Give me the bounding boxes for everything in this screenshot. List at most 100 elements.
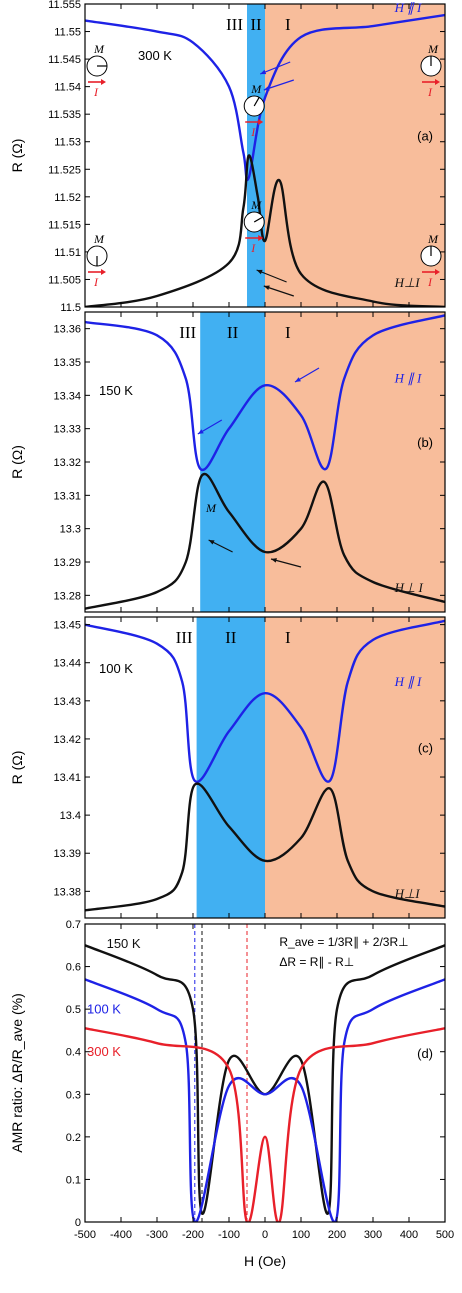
- y-tick-label: 0.1: [66, 1174, 81, 1186]
- magnetization-diagram: MI: [243, 198, 265, 255]
- i-label: I: [93, 275, 99, 289]
- y-tick-label: 13.38: [53, 886, 81, 898]
- y-tick-label: 0.3: [66, 1089, 81, 1101]
- x-tick-label: -300: [146, 1229, 168, 1241]
- panel-label: (c): [418, 740, 433, 755]
- magnetization-vector: [253, 97, 260, 107]
- perp-series-label: H⊥I: [394, 886, 421, 901]
- m-label: M: [93, 232, 105, 246]
- series-line: [85, 619, 445, 783]
- perp-series-label: H⊥I: [394, 275, 421, 290]
- y-tick-label: 13.35: [53, 357, 81, 369]
- panel-a: 11.5 11.505 11.51 11.515 11.52 11.525 11.53 11.…: [9, 0, 446, 314]
- magnetization-diagram: MI: [243, 82, 265, 139]
- current-arrow-head: [258, 235, 264, 241]
- y-tick-label: 13.3: [60, 524, 81, 536]
- plot-area: [85, 312, 445, 612]
- panel-label: (b): [417, 435, 433, 450]
- magnetization-diagram: MI: [420, 42, 442, 99]
- region-I-label: I: [285, 323, 291, 342]
- x-tick-label: 0: [262, 1229, 268, 1241]
- sweep-arrow: [208, 539, 233, 553]
- sweep-arrow-head: [263, 285, 270, 290]
- x-tick-label: 100: [292, 1229, 310, 1241]
- region-II-shade: [196, 617, 265, 918]
- y-tick-label: 11.53: [54, 137, 81, 149]
- sweep-arrow: [263, 285, 294, 297]
- series-label-150k: 150 K: [107, 936, 141, 951]
- sweep-arrow-head: [271, 558, 277, 563]
- sweep-arrow-head: [256, 269, 263, 275]
- y-tick-label: 11.545: [48, 54, 81, 66]
- i-label: I: [427, 275, 433, 289]
- y-tick-label: 0: [75, 1217, 81, 1229]
- series-line: [85, 1027, 445, 1222]
- sweep-arrow-head: [260, 69, 267, 75]
- current-arrow-head: [258, 119, 264, 125]
- m-label: M: [250, 198, 262, 212]
- y-axis-label: R (Ω): [9, 139, 25, 173]
- i-label: I: [93, 85, 99, 99]
- panel-b: 13.28 13.29 13.3 13.31 13.32 13.33 13.34 13.35 1…: [9, 311, 446, 613]
- region-I-shade: [265, 312, 445, 612]
- y-axis-label: AMR ratio: ΔR/R_ave (%): [9, 993, 25, 1153]
- series-label-100k: 100 K: [87, 1001, 121, 1016]
- y-tick-label: 13.43: [53, 696, 81, 708]
- y-tick-label: 13.33: [53, 424, 81, 436]
- y-tick-label: 13.28: [53, 590, 81, 602]
- current-arrow-head: [435, 79, 440, 85]
- y-tick-label: 13.31: [53, 490, 81, 502]
- y-tick-label: 13.44: [53, 658, 81, 670]
- x-tick-label: -100: [218, 1229, 240, 1241]
- series-line: [85, 314, 445, 472]
- region-III-label: III: [176, 628, 193, 647]
- magnetization-diagram: MI: [86, 232, 108, 289]
- sweep-arrow: [197, 419, 223, 435]
- x-tick-label: 200: [328, 1229, 346, 1241]
- y-tick-label: 13.29: [53, 557, 81, 569]
- plot-area: [85, 4, 445, 307]
- plot-area: [85, 617, 445, 918]
- region-I-shade: [265, 617, 445, 918]
- y-tick-label: 11.51: [54, 247, 81, 259]
- y-tick-label: 11.5: [60, 302, 81, 314]
- x-tick-label: 400: [400, 1229, 418, 1241]
- y-tick-label: 13.34: [53, 390, 81, 402]
- sweep-arrow: [259, 61, 291, 75]
- y-tick-label: 13.42: [53, 734, 81, 746]
- region-II-label: II: [227, 323, 239, 342]
- x-tick-label: 300: [364, 1229, 382, 1241]
- plot-area: [85, 924, 445, 1222]
- temperature-label: 300 K: [138, 48, 172, 63]
- x-tick-label: -500: [74, 1229, 96, 1241]
- temperature-label: 100 K: [99, 661, 133, 676]
- y-tick-label: 11.55: [54, 27, 81, 39]
- panel-label: (d): [417, 1046, 433, 1061]
- y-tick-label: 13.4: [60, 810, 81, 822]
- current-arrow-head: [435, 269, 440, 275]
- panel-frame: [84, 923, 446, 1223]
- region-I-label: I: [285, 15, 291, 34]
- m-label: M: [250, 82, 262, 96]
- sweep-arrow-head: [295, 377, 301, 382]
- parallel-series-label: H ∥ I: [394, 371, 422, 386]
- region-III-label: III: [226, 15, 243, 34]
- y-tick-label: 0.4: [66, 1047, 81, 1059]
- sweep-arrow-head: [208, 540, 215, 545]
- x-tick-label: -400: [110, 1229, 132, 1241]
- series-label-300k: 300 K: [87, 1044, 121, 1059]
- formula-rave: R_ave = 1/3R∥ + 2/3R⊥: [279, 935, 408, 949]
- y-tick-label: 11.535: [48, 109, 81, 121]
- i-label: I: [427, 85, 433, 99]
- sweep-arrow-head: [197, 429, 204, 434]
- formula-delta-r: ΔR = R∥ - R⊥: [279, 955, 354, 969]
- y-tick-label: 11.555: [48, 0, 81, 11]
- region-I-shade: [265, 4, 445, 307]
- parallel-series-label: H ∥ I: [394, 674, 422, 689]
- x-tick-label: 500: [436, 1229, 454, 1241]
- m-label: M: [93, 42, 105, 56]
- y-tick-label: 0.2: [66, 1132, 81, 1144]
- parallel-series-label: H ∥ I: [394, 0, 422, 15]
- temperature-label: 150 K: [99, 383, 133, 398]
